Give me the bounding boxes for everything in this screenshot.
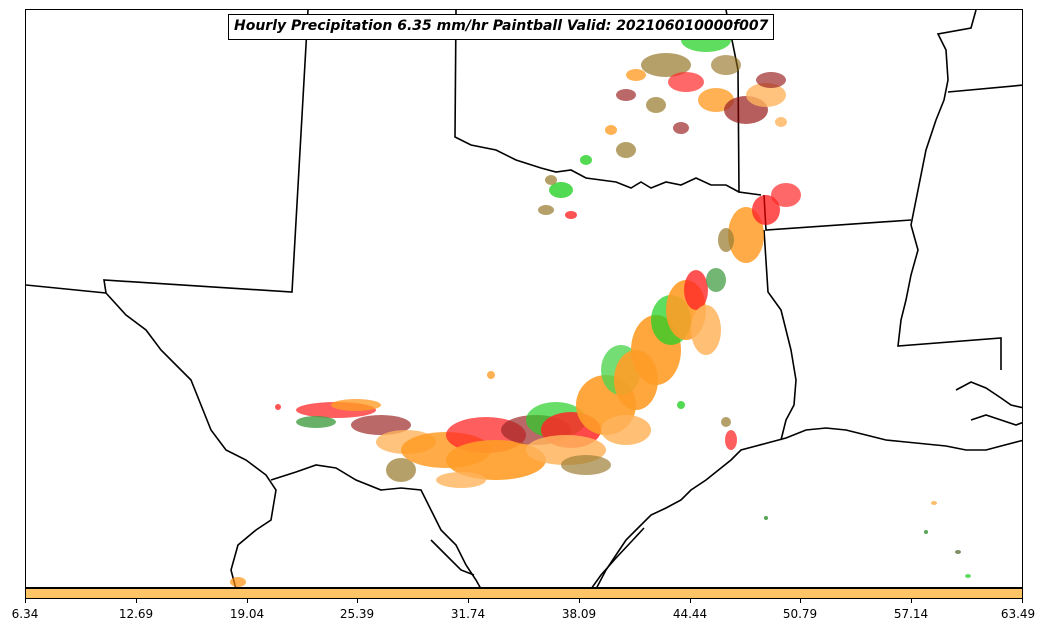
colorbar-tick-label: 57.14	[893, 607, 929, 621]
colorbar-tick-label: 12.69	[118, 607, 154, 621]
colorbar-tick-label: 25.39	[339, 607, 375, 621]
map-canvas	[26, 10, 1022, 587]
oklahoma-cells	[538, 28, 787, 219]
mexico-border-a	[270, 464, 481, 587]
colorbar-tick-label: 44.44	[672, 607, 708, 621]
ok-ar-border	[725, 10, 762, 196]
tick-mark	[357, 599, 358, 603]
gulf-coast-tx	[596, 427, 1022, 587]
gulf-coast-barrier	[591, 527, 645, 587]
texas-nm-border	[26, 10, 309, 294]
isolated-cells	[230, 371, 971, 587]
tx-la-border	[763, 229, 797, 441]
ne-texas-cluster	[718, 183, 801, 263]
tick-mark	[579, 599, 580, 603]
la-coast-detail	[955, 381, 1022, 409]
colorbar-tick-label: 6.34	[11, 607, 39, 621]
tick-mark	[1022, 599, 1023, 603]
main-band	[296, 268, 726, 488]
colorbar-tick-label: 38.09	[561, 607, 597, 621]
colorbar-tick-label: 19.04	[229, 607, 265, 621]
precip-paintball	[230, 28, 971, 587]
ok-tx-border	[454, 10, 740, 193]
colorbar-tick-label: 50.79	[782, 607, 818, 621]
tick-mark	[136, 599, 137, 603]
map-title: Hourly Precipitation 6.35 mm/hr Paintbal…	[228, 14, 775, 40]
rio-grande	[105, 292, 277, 587]
state-borders	[26, 10, 1022, 587]
tick-mark	[25, 599, 26, 603]
tn-ms-border	[947, 84, 1022, 93]
tick-mark	[690, 599, 691, 603]
tick-mark	[468, 599, 469, 603]
colorbar-tick-label: 31.74	[450, 607, 486, 621]
colorbar-tick-label: 63.49	[1000, 607, 1036, 621]
tick-mark	[800, 599, 801, 603]
la-lake	[970, 414, 1022, 426]
map-panel	[25, 9, 1023, 588]
colorbar	[25, 588, 1023, 599]
tick-mark	[911, 599, 912, 603]
mississippi-river	[897, 10, 1002, 370]
mexico-border-b	[430, 539, 475, 576]
tick-mark	[247, 599, 248, 603]
